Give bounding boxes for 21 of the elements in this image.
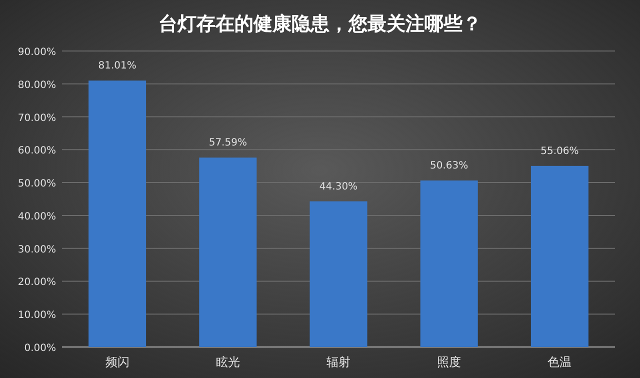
y-tick-label: 90.00%	[18, 47, 56, 58]
y-tick-label: 50.00%	[18, 178, 56, 190]
data-label: 57.59%	[208, 138, 247, 149]
y-tick-label: 20.00%	[18, 277, 56, 288]
y-tick-label: 40.00%	[18, 211, 56, 222]
data-label: 55.06%	[540, 146, 579, 157]
y-tick-label: 70.00%	[18, 112, 56, 124]
x-tick-label: 频闪	[105, 355, 130, 369]
x-tick-label: 辐射	[326, 355, 350, 369]
chart-title: 台灯存在的健康隐患，您最关注哪些？	[158, 13, 482, 35]
x-tick-label: 色温	[548, 355, 572, 369]
y-tick-label: 0.00%	[24, 343, 56, 354]
y-tick-label: 80.00%	[18, 80, 56, 91]
y-tick-label: 10.00%	[18, 310, 56, 322]
x-tick-label: 眩光	[216, 355, 240, 369]
y-tick-label: 30.00%	[18, 244, 56, 256]
x-tick-label: 照度	[437, 355, 462, 369]
data-label: 50.63%	[430, 160, 468, 172]
y-tick-label: 60.00%	[18, 146, 56, 157]
data-label: 81.01%	[98, 60, 136, 72]
data-label: 44.30%	[319, 181, 358, 192]
